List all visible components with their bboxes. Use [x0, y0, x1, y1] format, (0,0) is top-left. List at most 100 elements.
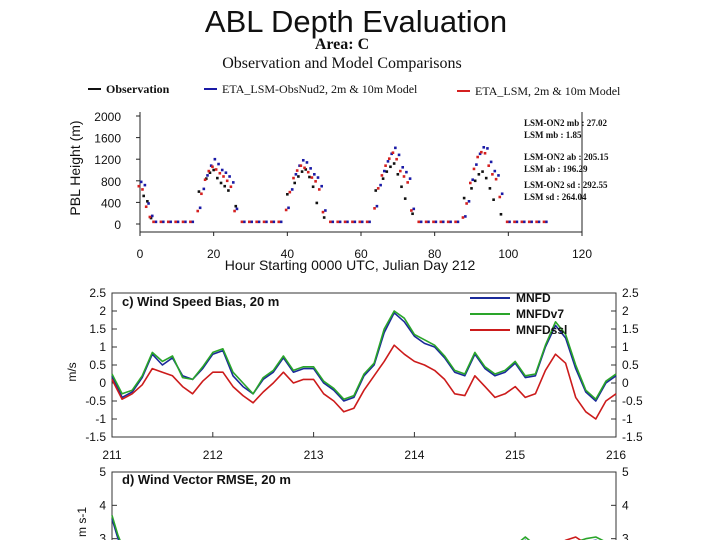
pbl-point — [169, 220, 172, 224]
pbl-stat-line: LSM sd : 264.04 — [524, 192, 587, 202]
pbl-point — [412, 207, 416, 211]
pbl-point — [159, 220, 163, 224]
pbl-point — [478, 152, 482, 156]
pbl-point — [491, 173, 494, 176]
bias-y-tick-label-left: 0 — [99, 376, 106, 390]
pbl-point — [309, 167, 312, 170]
pbl-point — [427, 220, 430, 224]
pbl-point — [233, 209, 236, 213]
pbl-point — [142, 194, 145, 198]
pbl-x-axis-label: Hour Starting 0000 UTC, Julian Day 212 — [225, 257, 476, 273]
bias-legend: MNFD MNFDv7 MNFDssl — [470, 291, 567, 337]
rmse-y-tick-label-right: 5 — [622, 465, 629, 479]
pbl-point — [396, 173, 400, 176]
pbl-point — [500, 192, 504, 196]
rmse-y-axis-label: m s-1 — [75, 507, 89, 537]
pbl-point — [392, 162, 396, 165]
pbl-point — [148, 215, 152, 219]
pbl-point — [493, 169, 497, 173]
pbl-point — [417, 220, 421, 224]
pbl-point — [293, 181, 296, 185]
pbl-point — [515, 220, 519, 224]
pbl-y-tick-label: 400 — [101, 196, 121, 210]
pbl-point — [143, 183, 147, 187]
pbl-point — [299, 164, 303, 167]
pbl-point — [419, 220, 423, 224]
pbl-point — [184, 220, 187, 224]
pbl-point — [146, 200, 149, 203]
pbl-point — [456, 220, 460, 224]
pbl-point — [214, 168, 218, 171]
pbl-stat-line: LSM ab : 196.29 — [524, 164, 588, 174]
pbl-point — [399, 169, 402, 173]
pbl-y-tick-label: 1200 — [94, 153, 121, 167]
pbl-point — [202, 187, 206, 191]
bias-y-tick-label-right: 2 — [622, 304, 629, 318]
pbl-point — [219, 181, 223, 185]
pbl-point — [306, 170, 310, 174]
bias-y-tick-label-left: -1.5 — [85, 430, 106, 444]
pbl-point — [207, 169, 211, 173]
pbl-point — [470, 187, 473, 190]
pbl-point — [218, 171, 222, 175]
pbl-point — [497, 174, 500, 177]
pbl-point — [482, 146, 486, 149]
pbl-point — [483, 151, 487, 155]
pbl-point — [360, 220, 364, 224]
pbl-point — [216, 176, 219, 180]
pbl-x-tick-label: 40 — [281, 247, 295, 261]
rmse-series-mnfd — [111, 518, 598, 540]
pbl-point — [520, 220, 524, 224]
bias-y-tick-label-right: 0 — [622, 376, 629, 390]
pbl-point — [487, 164, 491, 167]
pbl-point — [234, 204, 238, 208]
bias-y-tick-label-left: 2 — [99, 304, 106, 318]
pbl-point — [481, 170, 484, 173]
pbl-point — [434, 220, 438, 224]
pbl-point — [316, 176, 320, 179]
pbl-stat-line: LSM-ON2 sd : 292.55 — [524, 180, 608, 190]
pbl-point — [373, 207, 376, 210]
pbl-point — [288, 190, 292, 194]
pbl-point — [311, 185, 315, 189]
pbl-point — [374, 189, 378, 192]
pbl-point — [358, 220, 362, 224]
rmse-ticks: 5 5 4 4 3 3 — [99, 465, 629, 540]
pbl-point — [465, 202, 468, 205]
pbl-point — [473, 179, 477, 183]
pbl-point — [200, 192, 203, 196]
bias-y-tick-label-right: 1.5 — [622, 322, 639, 336]
pbl-point — [297, 175, 300, 178]
pbl-legend: Observation ETA_LSM-ObsNud2, 2m & 10m Mod… — [88, 82, 621, 98]
pbl-point — [383, 169, 386, 173]
pbl-stat-line: LSM mb : 1.85 — [524, 130, 582, 140]
pbl-point — [317, 188, 321, 191]
pbl-point — [489, 160, 493, 164]
bias-y-tick-label-right: 2.5 — [622, 286, 639, 300]
pbl-point — [397, 153, 401, 157]
pbl-point — [303, 166, 306, 170]
pbl-point — [196, 209, 200, 213]
pbl-point — [343, 220, 347, 224]
pbl-point — [395, 157, 398, 161]
pbl-stats-box: LSM-ON2 mb : 27.02 LSM mb : 1.85 LSM-ON2 a… — [524, 118, 609, 202]
pbl-point — [469, 181, 472, 185]
wind-speed-bias-chart: 2.5 2.5 2 2 1.5 1.5 1 1 0.5 0.5 0 0 -0.5 -0.5 -1 -1 -1.5… — [65, 286, 643, 462]
pbl-point — [181, 220, 185, 224]
pbl-point — [248, 220, 251, 224]
pbl-x-tick-label: 120 — [572, 247, 592, 261]
bias-y-tick-label-left: -1 — [95, 412, 106, 426]
pbl-point — [537, 220, 541, 224]
pbl-legend-label: Observation — [106, 82, 170, 96]
pbl-point — [375, 204, 379, 208]
pbl-point — [476, 155, 479, 159]
pbl-point — [464, 215, 467, 218]
pbl-point — [300, 170, 304, 173]
pbl-point — [411, 212, 414, 216]
pbl-point — [499, 212, 503, 216]
rmse-y-tick-label-right: 4 — [622, 498, 629, 512]
bias-y-tick-label-left: -0.5 — [85, 394, 106, 408]
pbl-point — [368, 220, 371, 224]
pbl-point — [376, 187, 380, 190]
